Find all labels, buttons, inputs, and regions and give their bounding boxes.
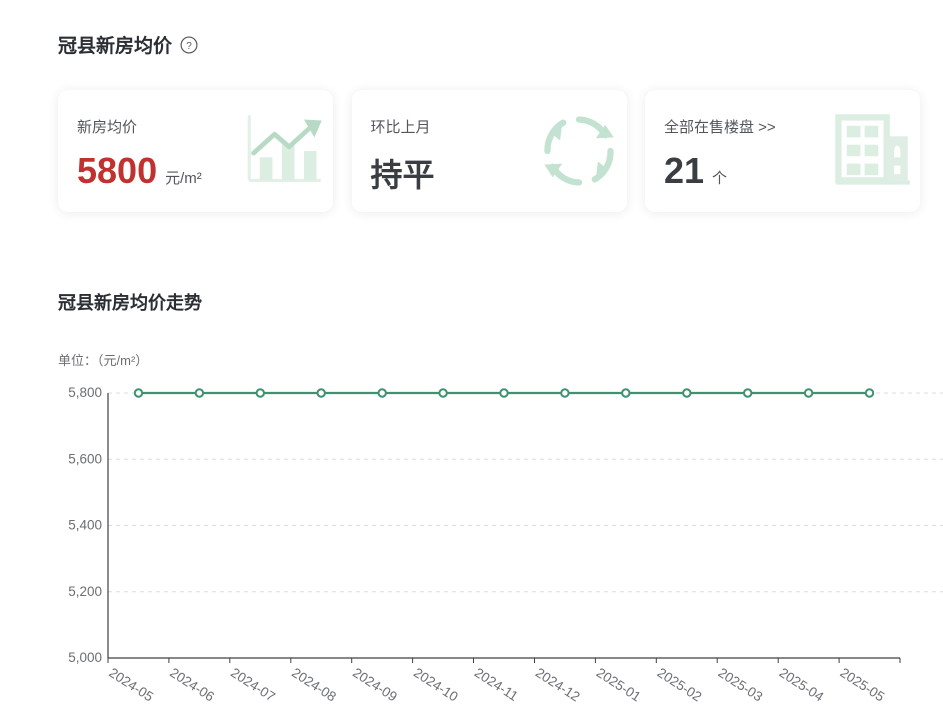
- svg-text:2024-12: 2024-12: [533, 665, 583, 705]
- svg-text:2024-10: 2024-10: [411, 665, 461, 705]
- svg-text:5,200: 5,200: [68, 584, 102, 599]
- svg-text:2025-03: 2025-03: [716, 665, 766, 705]
- svg-text:5,600: 5,600: [68, 451, 102, 466]
- svg-text:2024-06: 2024-06: [167, 665, 217, 705]
- svg-text:2025-02: 2025-02: [655, 665, 705, 705]
- svg-text:5,000: 5,000: [68, 650, 102, 665]
- svg-text:2025-01: 2025-01: [594, 665, 644, 705]
- svg-text:2024-08: 2024-08: [289, 665, 339, 705]
- svg-text:2025-05: 2025-05: [837, 665, 887, 705]
- svg-text:5,400: 5,400: [68, 518, 102, 533]
- svg-text:2024-05: 2024-05: [106, 665, 156, 705]
- svg-text:2025-04: 2025-04: [777, 665, 827, 705]
- svg-text:2024-09: 2024-09: [350, 665, 400, 705]
- svg-text:2024-07: 2024-07: [228, 665, 278, 705]
- svg-text:5,800: 5,800: [68, 385, 102, 400]
- svg-text:2024-11: 2024-11: [472, 665, 521, 704]
- svg-text:?: ?: [186, 40, 192, 51]
